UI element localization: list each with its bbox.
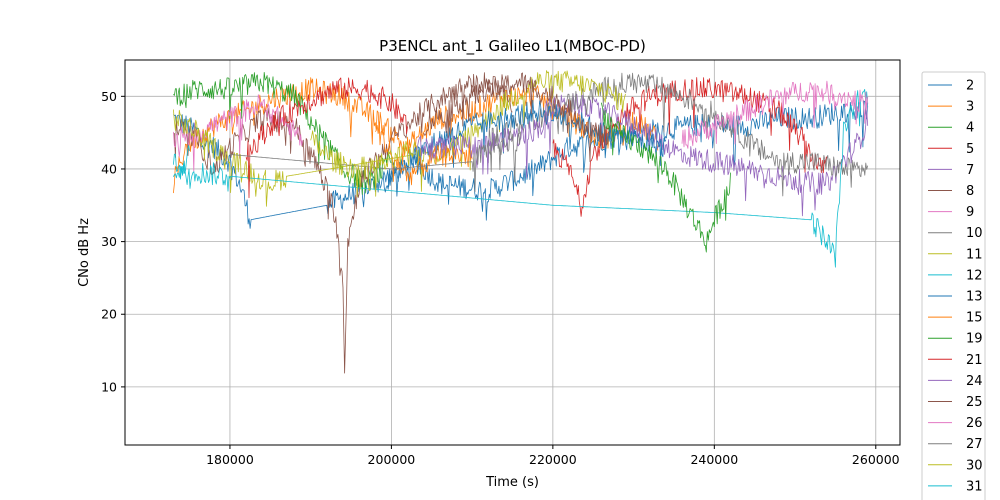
- chart-title: P3ENCL ant_1 Galileo L1(MBOC-PD): [379, 37, 646, 56]
- series-line-26: [681, 80, 869, 149]
- series-line-10: [487, 72, 869, 197]
- series-line-7: [544, 93, 869, 217]
- legend-label: 25: [966, 395, 983, 410]
- series-line-2: [173, 100, 869, 229]
- series-line-25: [423, 72, 610, 163]
- x-tick-label: 180000: [206, 452, 254, 467]
- legend-label: 3: [966, 100, 974, 115]
- ticks: 180000 200000 220000 240000 260000 10 20 30 40 50: [101, 89, 900, 467]
- legend-label: 9: [966, 205, 974, 220]
- grid: [125, 60, 900, 445]
- x-tick-label: 260000: [852, 452, 900, 467]
- legend-label: 10: [966, 226, 983, 241]
- series-line-15: [374, 121, 473, 186]
- x-axis-label: Time (s): [485, 475, 539, 490]
- series-line-12: [173, 89, 869, 268]
- legend-label: 31: [966, 479, 983, 494]
- legend-label: 27: [966, 437, 983, 452]
- legend-label: 30: [966, 458, 983, 473]
- legend-label: 4: [966, 121, 974, 136]
- legend-label: 24: [966, 374, 983, 389]
- legend-label: 12: [966, 268, 983, 283]
- legend: 2 3 4 5 7 8 9 10 11 12 13 15 19 21 24 25 26 27 30 31: [921, 71, 986, 500]
- series-line-4: [173, 72, 392, 195]
- y-tick-label: 50: [101, 89, 117, 104]
- series-line-8: [173, 72, 513, 374]
- series-line-3: [173, 77, 659, 194]
- legend-label: 13: [966, 290, 983, 305]
- legend-label: 11: [966, 247, 983, 262]
- legend-label: 15: [966, 311, 983, 326]
- y-tick-label: 40: [101, 161, 117, 176]
- x-tick-label: 240000: [690, 452, 738, 467]
- x-tick-label: 220000: [529, 452, 577, 467]
- series-line-31: [173, 145, 190, 180]
- legend-label: 5: [966, 142, 974, 157]
- legend-label: 19: [966, 332, 983, 347]
- y-tick-label: 10: [101, 379, 117, 394]
- legend-label: 26: [966, 416, 983, 431]
- legend-label: 8: [966, 184, 974, 199]
- y-tick-label: 30: [101, 234, 117, 249]
- series-line-19: [600, 102, 731, 253]
- series-line-27: [229, 130, 521, 193]
- series-line-21: [245, 77, 408, 199]
- y-axis-label: CNo dB Hz: [77, 218, 92, 287]
- series-line-9: [173, 94, 303, 172]
- x-tick-label: 200000: [368, 452, 416, 467]
- plot-frame: [124, 59, 901, 446]
- plot-lines: [173, 70, 869, 374]
- series-line-30: [310, 130, 416, 198]
- y-tick-label: 20: [101, 307, 117, 322]
- legend-label: 2: [966, 79, 974, 94]
- legend-label: 21: [966, 353, 983, 368]
- legend-box: [921, 71, 986, 500]
- legend-label: 7: [966, 163, 974, 178]
